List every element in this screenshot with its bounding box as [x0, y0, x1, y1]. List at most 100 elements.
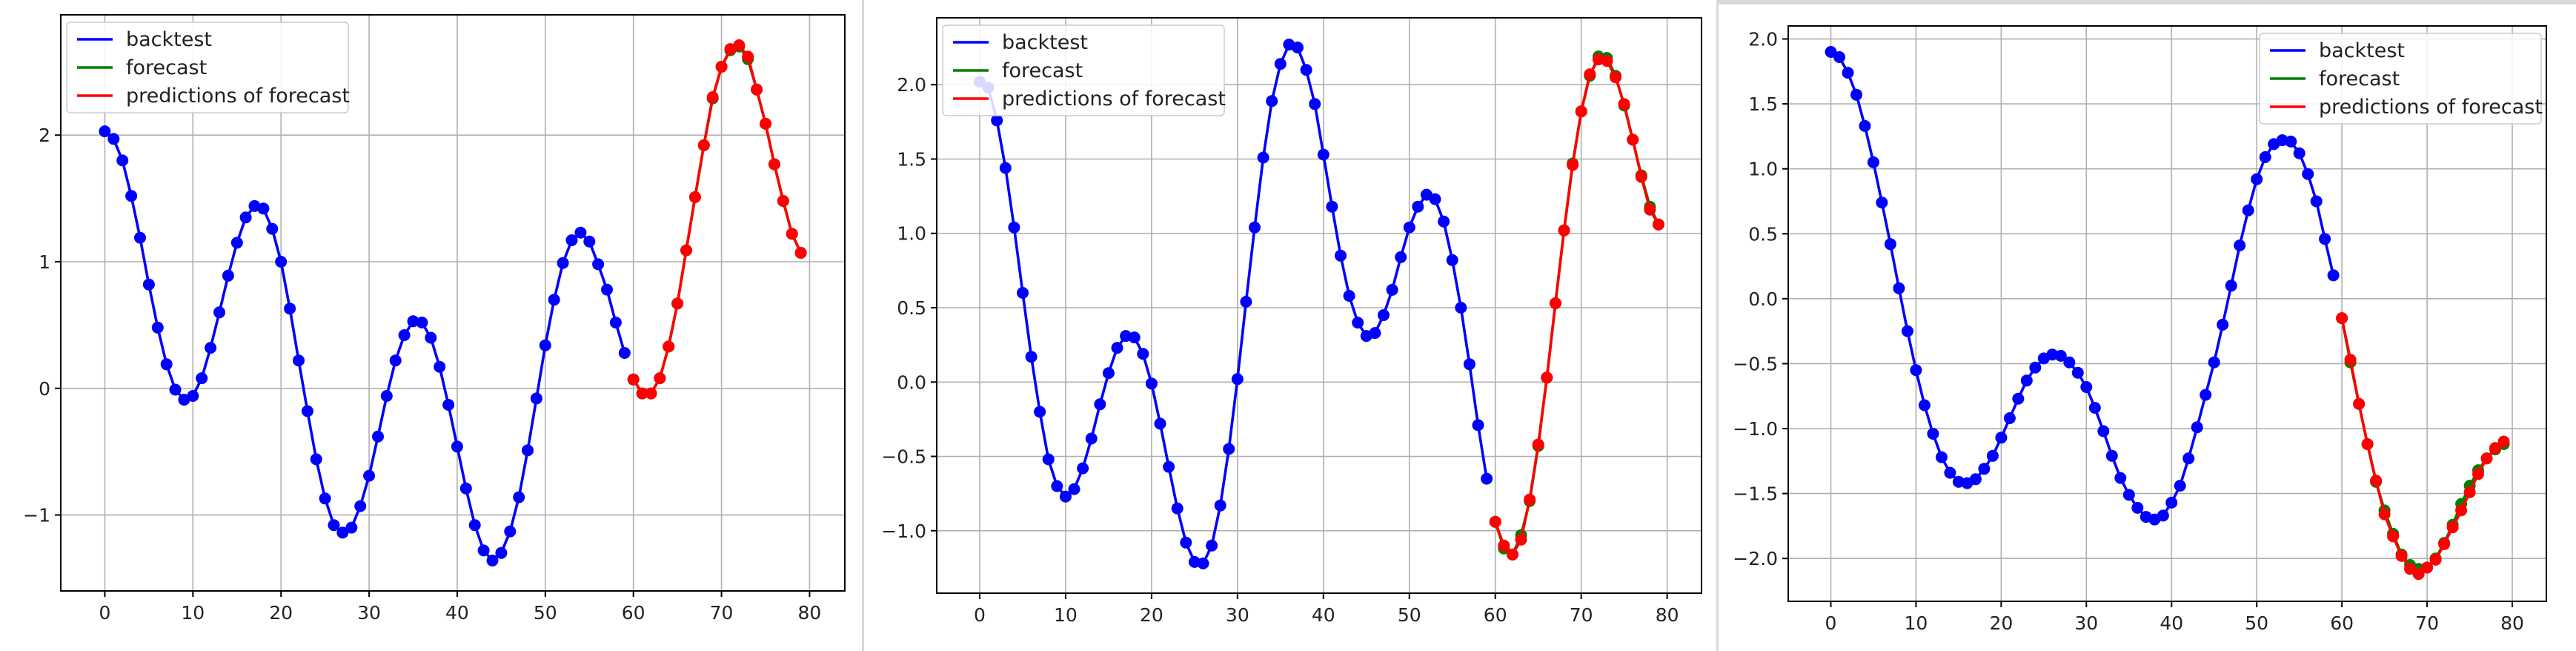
- data-point-backtest: [372, 430, 384, 443]
- data-point-predictions: [2455, 504, 2468, 517]
- data-point-predictions: [654, 372, 666, 385]
- data-point-predictions: [2370, 475, 2383, 487]
- data-point-predictions: [636, 387, 648, 400]
- data-point-predictions: [697, 139, 710, 151]
- data-point-backtest: [1395, 251, 1407, 263]
- data-point-backtest: [530, 392, 542, 405]
- data-point-backtest: [134, 231, 146, 244]
- data-point-backtest: [319, 492, 331, 505]
- data-point-backtest: [2182, 452, 2195, 465]
- data-point-predictions: [733, 39, 746, 51]
- x-tick-label: 40: [445, 602, 469, 624]
- data-point-backtest: [1309, 98, 1321, 110]
- x-tick-label: 20: [1140, 604, 1163, 626]
- data-point-predictions: [715, 61, 728, 73]
- data-point-predictions: [2480, 452, 2493, 465]
- data-point-backtest: [160, 358, 173, 371]
- legend-label-backtest: backtest: [1002, 31, 1088, 54]
- data-point-predictions: [2446, 521, 2459, 534]
- data-point-backtest: [1102, 367, 1115, 380]
- data-point-backtest: [1995, 432, 2008, 444]
- x-tick-label: 10: [181, 602, 205, 624]
- data-point-backtest: [293, 354, 305, 367]
- data-point-backtest: [284, 303, 296, 315]
- data-point-backtest: [2225, 280, 2237, 292]
- data-point-backtest: [1876, 196, 1888, 209]
- data-point-backtest: [2200, 389, 2212, 401]
- data-point-backtest: [1240, 296, 1252, 308]
- y-tick-label: −1: [23, 505, 50, 526]
- data-point-predictions: [1610, 71, 1621, 84]
- data-point-backtest: [99, 125, 111, 138]
- axes-frame: [1787, 25, 2547, 602]
- data-point-predictions: [2387, 530, 2400, 543]
- series-line-predictions: [1494, 58, 1660, 556]
- data-point-backtest: [1918, 399, 1931, 412]
- data-point-backtest: [301, 405, 313, 417]
- data-point-backtest: [1927, 428, 1939, 440]
- legend-label-predictions: predictions of forecast: [2319, 96, 2543, 119]
- data-point-backtest: [1059, 490, 1072, 503]
- x-tick-label: 80: [798, 602, 822, 624]
- data-point-backtest: [991, 114, 1003, 127]
- data-point-backtest: [2302, 168, 2314, 180]
- data-point-backtest: [1137, 348, 1149, 360]
- data-point-backtest: [459, 482, 472, 495]
- panel-divider-left: [862, 0, 864, 651]
- data-point-predictions: [2378, 508, 2391, 521]
- data-point-backtest: [1910, 364, 1922, 377]
- data-point-backtest: [380, 390, 393, 402]
- data-point-backtest: [1850, 88, 1862, 101]
- data-point-backtest: [2080, 381, 2093, 393]
- data-point-predictions: [2336, 312, 2348, 325]
- x-tick-label: 20: [269, 602, 293, 624]
- x-tick-label: 10: [1054, 604, 1078, 626]
- data-point-backtest: [196, 372, 208, 385]
- data-point-backtest: [1223, 443, 1235, 455]
- y-tick-label: 0.5: [1748, 223, 1778, 245]
- data-point-backtest: [434, 360, 446, 373]
- data-point-backtest: [2285, 135, 2297, 148]
- data-point-backtest: [513, 491, 525, 503]
- data-point-predictions: [645, 387, 657, 400]
- panel-divider-right: [1716, 0, 1719, 651]
- legend-box: [2259, 33, 2542, 125]
- x-tick-label: 80: [1656, 604, 1679, 626]
- data-point-backtest: [213, 306, 225, 319]
- data-point-backtest: [1051, 480, 1063, 492]
- data-point-predictions: [742, 50, 754, 63]
- data-point-backtest: [1378, 309, 1390, 321]
- data-point-backtest: [1978, 463, 1991, 475]
- y-tick-label: 1.5: [1748, 93, 1778, 115]
- x-tick-label: 50: [534, 602, 557, 624]
- data-point-predictions: [2404, 563, 2417, 575]
- legend-label-forecast: forecast: [2319, 67, 2400, 90]
- data-point-backtest: [2242, 204, 2254, 217]
- data-point-predictions: [1541, 371, 1553, 384]
- x-tick-label: 50: [1398, 604, 1421, 626]
- data-point-backtest: [2003, 412, 2016, 424]
- legend-box: [66, 22, 349, 113]
- data-point-backtest: [2054, 349, 2067, 362]
- data-point-backtest: [1472, 419, 1484, 432]
- data-point-backtest: [1833, 51, 1845, 63]
- data-point-backtest: [345, 521, 358, 534]
- data-point-backtest: [1085, 432, 1098, 445]
- data-point-backtest: [601, 283, 613, 296]
- data-point-backtest: [1077, 462, 1089, 475]
- data-point-predictions: [2421, 561, 2434, 574]
- data-point-backtest: [2157, 509, 2169, 522]
- data-point-backtest: [1935, 451, 1948, 463]
- data-point-backtest: [1180, 536, 1192, 549]
- x-tick-label: 20: [1989, 612, 2013, 634]
- data-point-predictions: [2472, 468, 2484, 480]
- legend-label-backtest: backtest: [2319, 39, 2405, 62]
- chart-2: 0 10 20 30 40 50 60 70 80 −1.0 −0.5 0.0 0.5 1.0 1.5 2.0…: [881, 17, 1702, 626]
- data-point-backtest: [354, 500, 367, 512]
- data-point-backtest: [1352, 317, 1364, 329]
- panel-divider-top: [1716, 0, 2576, 4]
- data-point-backtest: [2310, 195, 2323, 208]
- data-point-backtest: [107, 133, 120, 145]
- data-point-backtest: [2217, 318, 2229, 331]
